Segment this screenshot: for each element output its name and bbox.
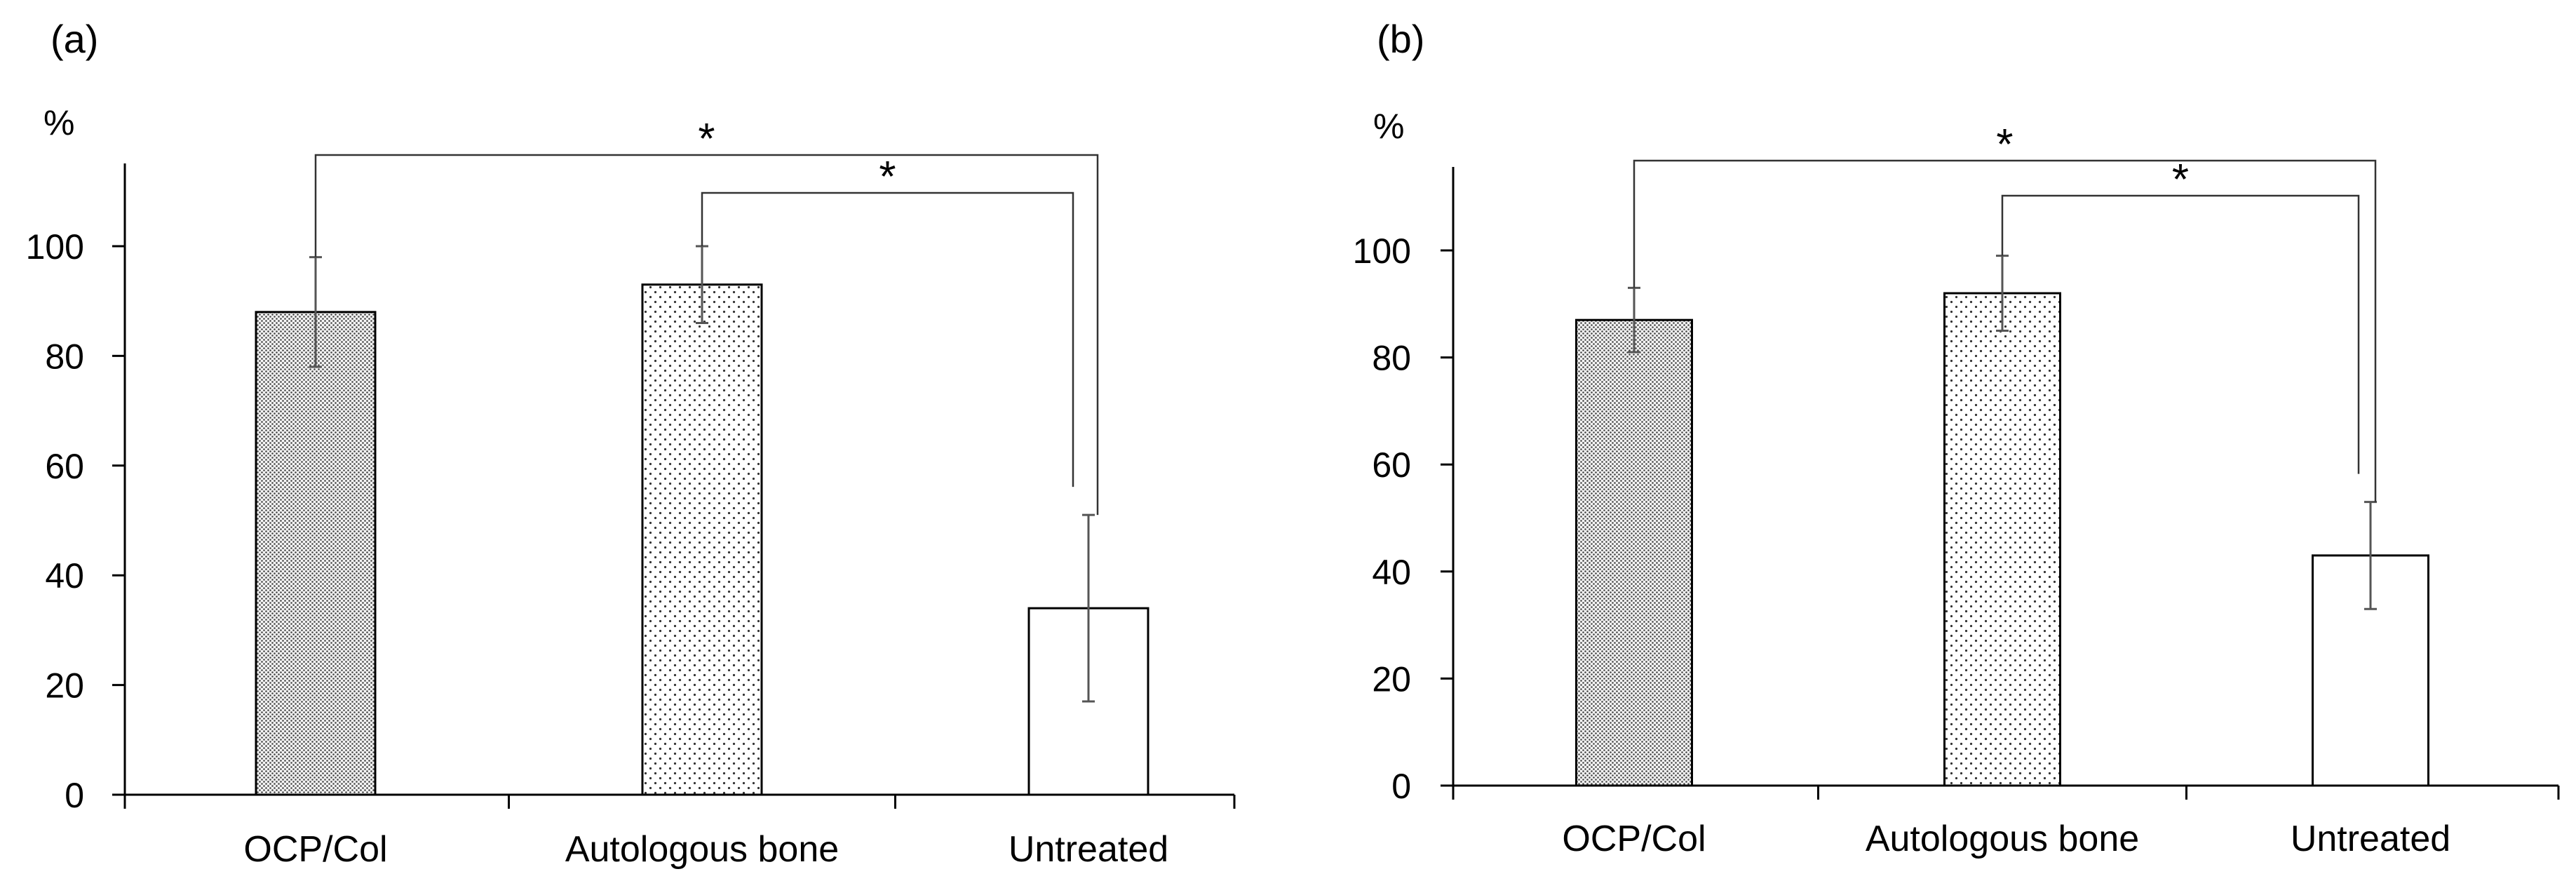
y-tick-label: 80: [45, 337, 84, 376]
x-category-label: OCP/Col: [243, 829, 387, 870]
y-tick-label: 20: [45, 666, 84, 706]
panel-label-b: (b): [1377, 17, 1424, 61]
significance-star: *: [698, 115, 715, 163]
y-ticks-a: 0 20 40 60 80 100: [26, 227, 125, 815]
bar: [641, 283, 763, 796]
y-tick-label: 0: [1391, 767, 1411, 806]
y-tick-label: 0: [65, 776, 84, 815]
significance-bracket: [1633, 159, 2377, 502]
bar: [1575, 318, 1693, 787]
y-tick-label: 20: [1372, 659, 1411, 699]
significance-a: **: [314, 115, 1099, 516]
significance-bracket: [314, 154, 1099, 516]
significance-star: *: [1996, 121, 2013, 169]
y-tick-label: 80: [1372, 339, 1411, 378]
bar: [255, 311, 377, 796]
y-axis-unit-label-a: %: [43, 103, 74, 142]
significance-star: *: [879, 153, 896, 201]
y-tick-label: 40: [1372, 553, 1411, 592]
y-tick-label: 40: [45, 556, 84, 596]
significance-b: **: [1633, 121, 2377, 502]
bars-b: [1575, 292, 2429, 787]
significance-bracket: [2001, 194, 2360, 474]
x-category-label: Autologous bone: [565, 829, 839, 870]
x-category-label: Untreated: [1009, 829, 1168, 870]
y-tick-label: 60: [1372, 445, 1411, 485]
bar: [1943, 292, 2061, 787]
y-axis-unit-label-b: %: [1373, 107, 1404, 146]
y-tick-label: 100: [1353, 231, 1411, 271]
significance-star: *: [2172, 156, 2189, 204]
bars-a: [255, 283, 1149, 796]
x-category-label: Untreated: [2291, 819, 2450, 859]
y-tick-label: 60: [45, 447, 84, 486]
x-category-label: Autologous bone: [1866, 819, 2139, 859]
y-tick-label: 100: [26, 227, 84, 267]
error-bars-a: [309, 245, 1095, 703]
panel-label-a: (a): [50, 17, 98, 61]
significance-bracket: [701, 191, 1074, 487]
x-labels-a: OCP/Col Autologous bone Untreated: [243, 829, 1168, 870]
x-labels-b: OCP/Col Autologous bone Untreated: [1562, 819, 2450, 859]
x-category-label: OCP/Col: [1562, 819, 1706, 859]
y-ticks-b: 0 20 40 60 80 100: [1353, 231, 1453, 806]
